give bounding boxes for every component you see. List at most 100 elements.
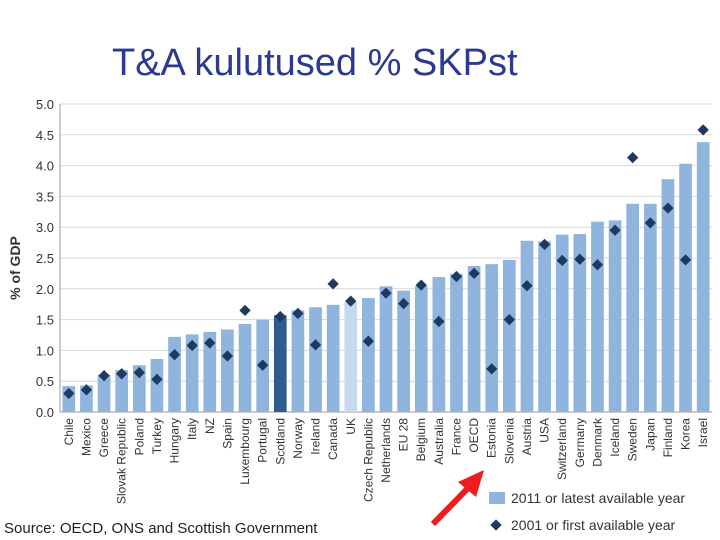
x-axis-labels: Chile Mexico Greece Slovak Republic Poland Tu… — [62, 417, 710, 504]
x-tick-label: OECD — [467, 418, 481, 453]
x-tick-label: Belgium — [414, 418, 428, 461]
marker-finland — [662, 202, 674, 214]
y-tick-label: 0.5 — [36, 374, 54, 389]
y-tick-label: 2.5 — [36, 251, 54, 266]
x-tick-label: Australia — [432, 418, 446, 465]
x-tick-label: USA — [538, 418, 552, 443]
x-tick-label: Austria — [520, 418, 534, 456]
bar-australia — [432, 277, 446, 412]
marker-portugal — [256, 359, 269, 371]
marker-spain — [221, 350, 234, 362]
bar-eu-28 — [397, 290, 410, 412]
legend: 2011 or latest available year 2001 or fi… — [489, 490, 685, 533]
bar-austria — [520, 240, 534, 412]
bar-korea — [679, 163, 692, 412]
y-tick-label: 5.0 — [36, 97, 54, 112]
y-axis-label: % of GDP — [7, 236, 23, 300]
marker-japan — [644, 217, 656, 229]
y-tick-label: 3.0 — [36, 220, 54, 235]
bar-luxembourg — [238, 323, 252, 412]
marker-iceland — [609, 224, 621, 236]
bar-israel — [696, 142, 710, 412]
highlight-arrow — [430, 470, 484, 527]
marker-netherlands — [380, 287, 392, 299]
x-tick-label: Greece — [97, 418, 111, 458]
marker-israel — [697, 124, 709, 136]
marker-poland — [133, 366, 145, 379]
marker-czech-republic — [362, 335, 375, 347]
x-tick-label: Czech Republic — [361, 418, 375, 502]
x-tick-label: Slovak Republic — [115, 418, 129, 504]
bar-belgium — [414, 286, 428, 412]
x-tick-label: Norway — [291, 418, 305, 459]
x-tick-label: Denmark — [590, 417, 604, 467]
bar-spain — [221, 329, 234, 412]
bar-nz — [203, 331, 217, 412]
marker-ireland — [309, 339, 322, 351]
x-tick-label: EU 28 — [397, 418, 411, 452]
marker-scotland — [274, 310, 286, 323]
bar-italy — [185, 334, 199, 412]
bar-denmark — [591, 221, 604, 412]
bar-ireland — [309, 307, 322, 412]
marker-turkey — [151, 373, 163, 386]
bar-sweden — [626, 203, 640, 412]
x-tick-label: NZ — [203, 418, 217, 434]
bar-usa — [538, 241, 551, 412]
y-tick-label: 0.0 — [36, 405, 54, 420]
marker-denmark — [591, 259, 604, 271]
x-tick-label: Portugal — [256, 418, 270, 463]
x-tick-label: Japan — [643, 418, 657, 451]
y-tick-label: 3.5 — [36, 189, 54, 204]
marker-switzerland — [556, 254, 568, 267]
chart-title: T&A kulutused % SKPst — [112, 42, 518, 84]
legend-bar-swatch — [489, 492, 505, 504]
bar-czech-republic — [362, 298, 375, 412]
marker-sweden — [627, 151, 639, 164]
bar-uk — [344, 302, 358, 412]
bar-japan — [643, 203, 657, 412]
legend-marker-swatch — [490, 519, 502, 531]
x-tick-label: Estonia — [485, 418, 499, 458]
marker-canada — [327, 278, 339, 290]
marker-norway — [292, 307, 304, 320]
bar-switzerland — [555, 234, 569, 412]
x-tick-label: Hungary — [168, 418, 182, 463]
legend-label-markers: 2001 or first available year — [511, 517, 676, 533]
bar-netherlands — [379, 286, 393, 412]
marker-slovenia — [503, 313, 516, 326]
x-tick-label: Mexico — [79, 418, 93, 456]
marker-austria — [521, 280, 533, 292]
x-tick-label: Finland — [661, 418, 675, 457]
legend-label-bars: 2011 or latest available year — [511, 490, 685, 506]
y-tick-label: 2.0 — [36, 282, 54, 297]
y-tick-label: 4.5 — [36, 128, 54, 143]
bar-poland — [132, 365, 146, 412]
marker-estonia — [486, 363, 498, 375]
bars — [62, 142, 710, 412]
x-tick-label: Israel — [696, 418, 710, 447]
x-tick-label: Germany — [573, 418, 587, 467]
bar-scotland — [273, 315, 287, 412]
marker-eu-28 — [397, 297, 410, 310]
marker-oecd — [468, 267, 480, 280]
x-tick-label: France — [449, 418, 463, 456]
bar-estonia — [485, 264, 499, 412]
bar-slovak-republic — [115, 370, 129, 412]
x-tick-label: Canada — [326, 418, 340, 460]
bar-oecd — [467, 266, 481, 412]
x-tick-label: Luxembourg — [238, 418, 252, 485]
bar-germany — [573, 233, 587, 412]
marker-luxembourg — [239, 304, 251, 317]
marker-hungary — [168, 349, 181, 361]
marker-uk — [345, 295, 357, 307]
marker-belgium — [415, 279, 427, 291]
marker-usa — [538, 238, 551, 251]
marker-australia — [433, 315, 445, 328]
x-tick-label: Slovenia — [502, 418, 516, 464]
source-note: Source: OECD, ONS and Scottish Governmen… — [4, 520, 318, 537]
x-tick-label: UK — [344, 418, 358, 435]
x-tick-label: Korea — [679, 418, 693, 450]
bar-canada — [326, 304, 340, 412]
bar-slovenia — [503, 259, 516, 412]
